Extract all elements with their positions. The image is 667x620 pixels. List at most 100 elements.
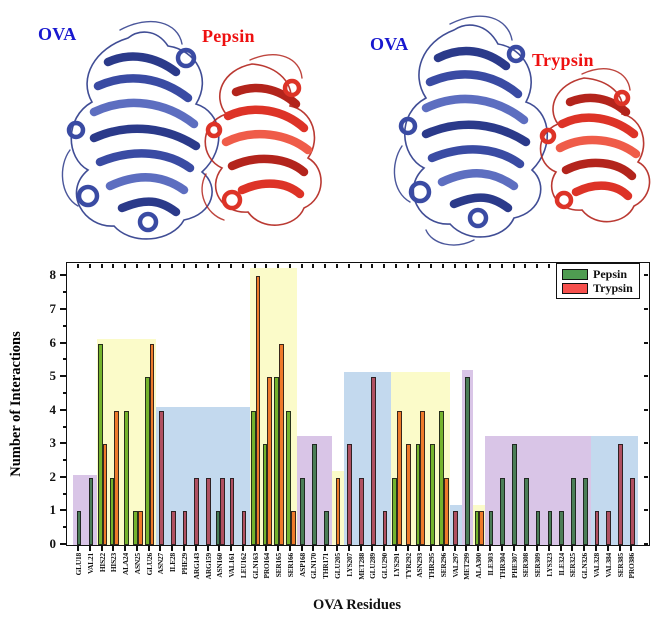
bar-pepsin-ALA300: [474, 511, 480, 545]
x-tick: [524, 545, 527, 551]
y-right-tick: [644, 543, 648, 545]
x-top-tick: [183, 263, 185, 268]
y-major-tick: [60, 475, 66, 478]
x-top-tick: [430, 263, 433, 268]
x-top-tick: [477, 263, 480, 268]
complex-panel-ova-trypsin: OVA Trypsin: [334, 0, 667, 255]
y-right-tick: [644, 375, 648, 378]
x-top-tick: [536, 263, 539, 268]
y-minor-tick: [63, 324, 66, 327]
x-tick: [512, 545, 515, 551]
chart-legend: Pepsin Trypsin: [556, 263, 640, 299]
bar-trypsin-SER165: [279, 343, 284, 545]
bar-trypsin-VAL297: [453, 511, 459, 545]
bar-trypsin-LEU162: [241, 511, 247, 545]
y-major-tick: [60, 509, 66, 512]
x-top-tick: [100, 263, 103, 268]
y-right-tick: [644, 475, 648, 478]
x-top-tick: [159, 263, 162, 268]
x-top-tick: [465, 263, 468, 268]
x-tick: [571, 545, 574, 551]
y-right-tick: [644, 274, 648, 277]
x-top-tick: [453, 263, 456, 268]
x-top-tick: [336, 263, 339, 268]
x-tick: [336, 545, 339, 551]
x-tick: [430, 545, 433, 551]
bar-trypsin-ARG143: [194, 477, 200, 545]
y-tick-label: 2: [49, 468, 57, 484]
ova-trypsin-structure-image: [393, 15, 651, 246]
x-tick: [477, 545, 480, 551]
x-tick: [347, 545, 350, 551]
x-top-tick: [324, 263, 327, 268]
x-top-tick: [489, 263, 492, 268]
bar-trypsin-MET288: [359, 477, 364, 545]
bar-pepsin-SER309: [535, 511, 541, 545]
x-top-tick: [124, 263, 127, 268]
x-tick: [630, 545, 633, 551]
x-tick: [583, 545, 586, 551]
y-tick-label: 8: [49, 267, 57, 283]
bar-pepsin-PRO164: [262, 444, 268, 545]
complex-panel-ova-pepsin: OVA Pepsin: [0, 0, 334, 255]
legend-entry-pepsin: Pepsin: [562, 267, 633, 281]
x-top-tick: [500, 263, 503, 268]
x-tick: [406, 545, 409, 551]
y-major-tick: [60, 274, 66, 277]
x-top-tick: [171, 263, 174, 268]
bar-pepsin-LYS291: [392, 477, 397, 545]
bar-pepsin-SER166: [286, 410, 291, 545]
x-top-tick: [547, 263, 550, 268]
bar-pepsin-SER296: [439, 410, 444, 545]
bar-pepsin-THR295: [429, 444, 435, 545]
ova-pepsin-structure-image: [61, 20, 322, 240]
x-top-tick: [77, 263, 80, 268]
bar-pepsin-ASN160: [215, 511, 221, 545]
x-tick: [453, 545, 456, 551]
bar-trypsin-ILE28: [170, 511, 176, 545]
bar-trypsin-GLU290: [382, 511, 388, 545]
x-top-tick: [277, 263, 280, 268]
x-top-tick: [394, 263, 397, 268]
x-tick: [489, 545, 492, 551]
y-minor-tick: [63, 492, 66, 495]
bar-pepsin-ILE324: [559, 511, 565, 545]
x-tick: [171, 545, 174, 551]
x-tick: [100, 545, 103, 551]
y-minor-tick: [63, 391, 66, 394]
bar-trypsin-ALA300: [479, 511, 485, 545]
y-major-tick: [60, 308, 66, 310]
x-tick: [135, 545, 138, 551]
x-top-tick: [194, 263, 197, 268]
bar-pepsin-THR171: [323, 511, 329, 545]
x-top-tick: [112, 263, 115, 268]
interactions-bar-chart: Number of Interactions 0 1 2 3 4 5 6 7 8 GLU18 VAL…: [0, 255, 667, 620]
bar-pepsin-GLU26: [144, 377, 150, 545]
y-right-tick: [644, 408, 648, 411]
bar-trypsin-VAL328: [594, 511, 600, 545]
y-tick-label: 4: [49, 401, 57, 417]
bar-trypsin-VAL384: [606, 511, 612, 545]
x-tick: [230, 545, 233, 551]
bar-pepsin-ILE303: [488, 511, 494, 545]
pepsin-label: Pepsin: [202, 26, 255, 46]
x-tick: [441, 545, 444, 551]
x-tick: [536, 545, 539, 551]
x-top-tick: [147, 263, 150, 268]
y-major-tick: [60, 442, 66, 445]
x-tick: [394, 545, 397, 551]
highlight-band-blue: [155, 407, 250, 545]
x-top-tick: [359, 263, 362, 268]
x-top-tick: [230, 263, 233, 268]
x-category-label: PRO386: [627, 553, 637, 579]
bar-trypsin-SER385: [618, 444, 623, 545]
x-top-tick: [383, 263, 386, 268]
y-right-tick: [644, 341, 648, 344]
x-tick: [300, 545, 303, 551]
ova-label-right: OVA: [370, 34, 409, 54]
x-tick: [241, 545, 244, 551]
bar-trypsin-PHE29: [182, 511, 188, 545]
y-minor-tick: [63, 425, 66, 428]
ova-label-left: OVA: [38, 24, 77, 44]
